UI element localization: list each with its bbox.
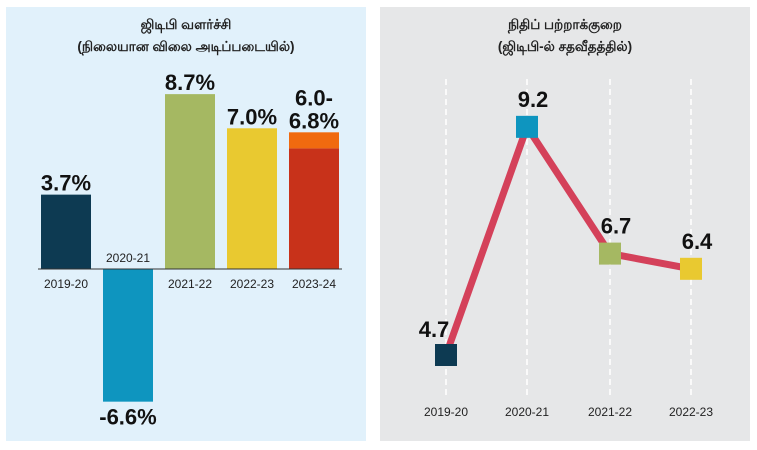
x-tick-label: 2022-23	[230, 277, 274, 291]
x-tick-label: 2020-21	[106, 251, 150, 265]
data-label: 3.7%	[41, 171, 91, 196]
x-tick-label: 2020-21	[505, 405, 549, 419]
data-label: 6.4	[682, 229, 713, 254]
bar-2019-20	[41, 194, 91, 269]
fiscal-deficit-panel: நிதிப் பற்றாக்குறை (ஜிடிபி-ல் சதவீதத்தில…	[380, 7, 750, 441]
deficit-series-line	[442, 123, 695, 359]
x-tick-label: 2021-22	[168, 277, 212, 291]
bar-2022-23	[227, 128, 277, 269]
data-label: -6.6%	[99, 405, 156, 430]
gdp-growth-bar-chart: 2019-20 3.7% 2020-21 -6.6% 2021-22 8.7% 2022-2…	[38, 70, 342, 430]
data-label: 8.7%	[165, 70, 215, 95]
marker-2020-21	[516, 115, 538, 138]
data-label: 9.2	[518, 87, 549, 112]
data-label: 6.0-	[295, 85, 333, 110]
marker-2019-20	[435, 344, 457, 366]
gdp-growth-subtitle: (நிலையான விலை அடிப்படையில்)	[77, 39, 295, 54]
x-tick-label: 2021-22	[588, 405, 632, 419]
x-tick-label: 2022-23	[669, 405, 713, 419]
data-label: 6.7	[601, 214, 632, 239]
bar-2021-22	[165, 94, 215, 269]
bar-2020-21	[103, 269, 153, 402]
x-tick-label: 2019-20	[424, 405, 468, 419]
fiscal-deficit-title: நிதிப் பற்றாக்குறை	[507, 17, 623, 32]
data-label: 6.8%	[289, 108, 339, 133]
fiscal-deficit-line-chart: 4.7 2019-20 9.2 2020-21 6.7 2021-22 6.4 2022-23	[419, 79, 713, 419]
gdp-growth-title: ஜிடிபி வளர்ச்சி	[140, 17, 232, 32]
data-label: 7.0%	[227, 104, 277, 129]
x-tick-label: 2023-24	[292, 277, 336, 291]
bar-range-2023-24	[289, 132, 339, 149]
marker-2021-22	[599, 242, 621, 265]
gdp-growth-panel: ஜிடிபி வளர்ச்சி (நிலையான விலை அடிப்படையி…	[6, 7, 366, 441]
fiscal-deficit-subtitle: (ஜிடிபி-ல் சதவீதத்தில்)	[497, 39, 633, 54]
x-tick-label: 2019-20	[44, 277, 88, 291]
bar-2023-24	[289, 148, 339, 269]
marker-2022-23	[680, 257, 702, 280]
data-label: 4.7	[419, 317, 450, 342]
